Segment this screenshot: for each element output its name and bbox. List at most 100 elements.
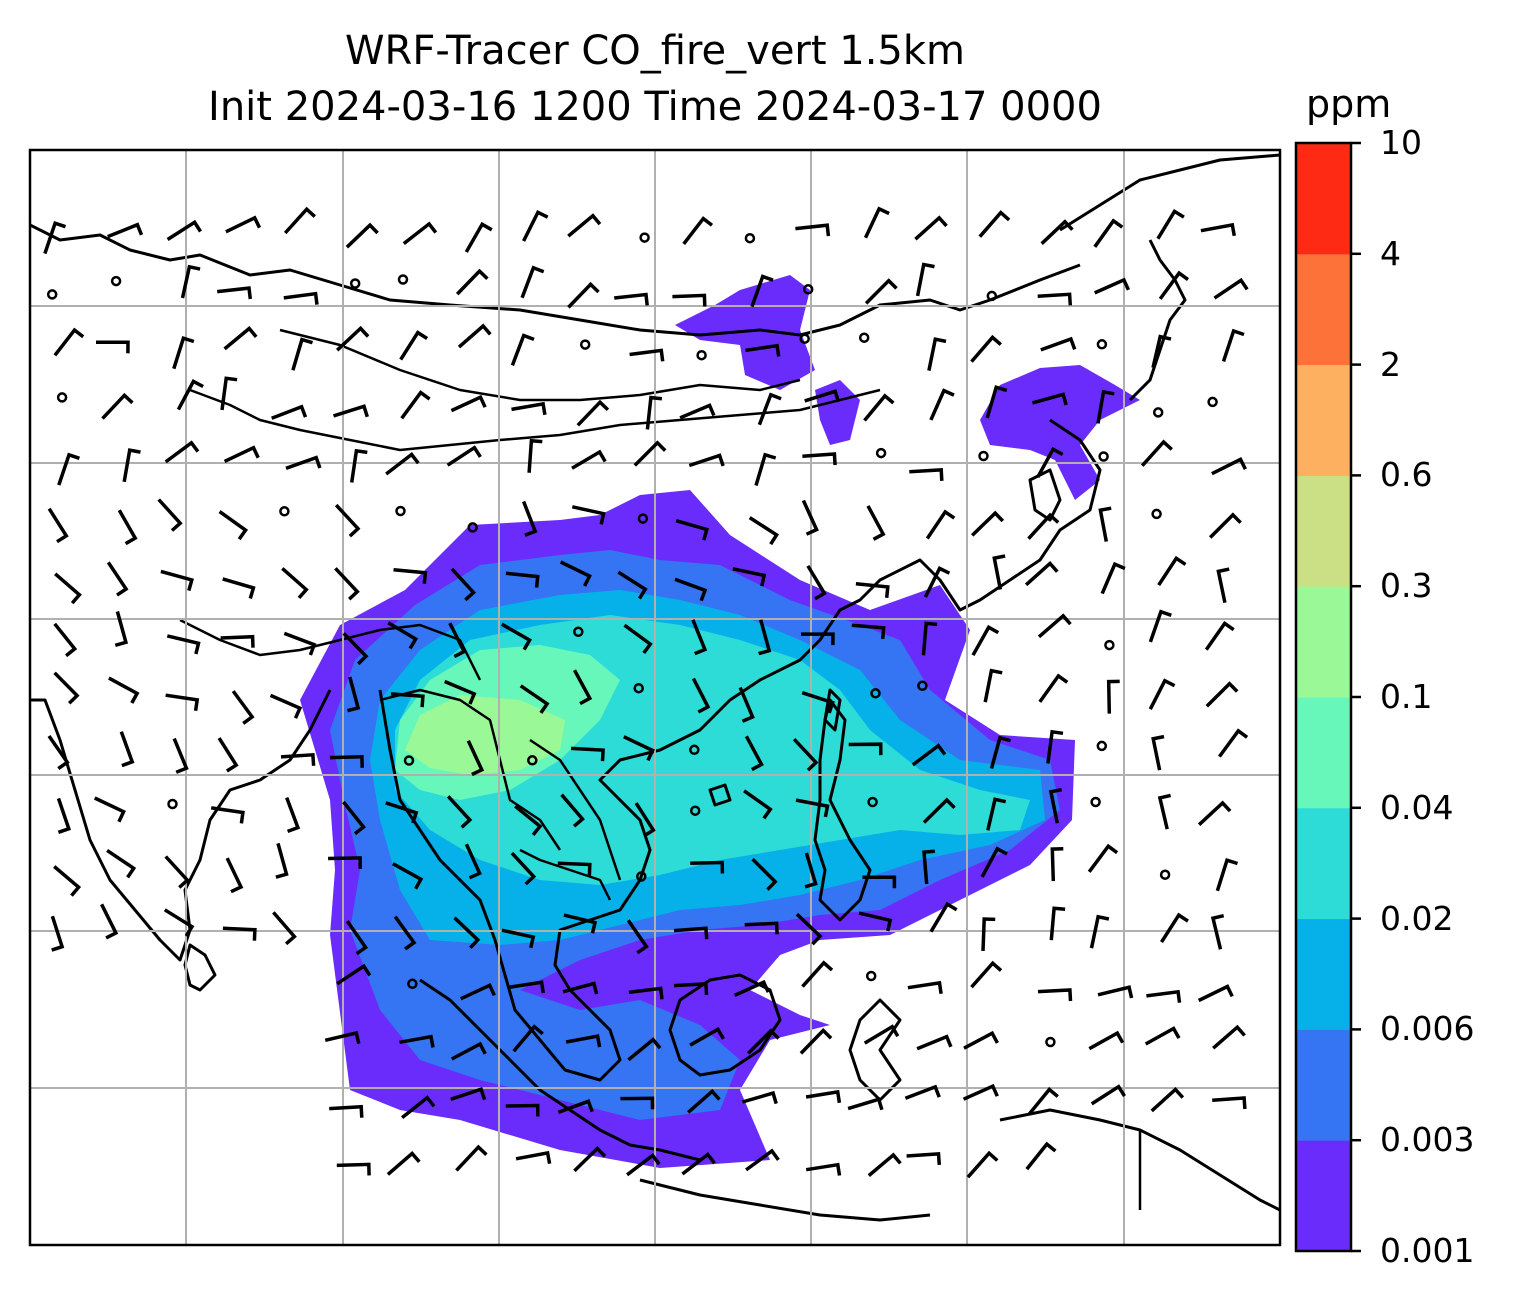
border-thailand-cambodia bbox=[519, 848, 612, 901]
map-frame bbox=[28, 148, 1282, 1247]
wind-barb bbox=[626, 919, 649, 955]
wind-barb bbox=[966, 1150, 999, 1179]
wind-barb bbox=[172, 336, 195, 370]
wind-barb bbox=[1200, 222, 1237, 237]
wind-barb bbox=[986, 797, 1007, 831]
colorbar-band bbox=[1296, 253, 1351, 366]
wind-barb bbox=[329, 1104, 364, 1118]
wind-barb bbox=[222, 577, 256, 599]
wind-barb bbox=[1025, 1141, 1057, 1171]
wind-barb bbox=[970, 334, 1002, 363]
wind-barb bbox=[681, 1152, 716, 1176]
wind-barb bbox=[217, 737, 239, 773]
calm-wind-marker bbox=[1090, 796, 1101, 808]
wind-barb bbox=[1100, 561, 1126, 595]
wind-barb bbox=[1157, 555, 1187, 587]
calm-wind-marker bbox=[917, 680, 928, 692]
wind-barb bbox=[514, 804, 543, 836]
wind-barb bbox=[336, 325, 370, 352]
wind-barb bbox=[1050, 846, 1064, 882]
wind-barb bbox=[1204, 620, 1235, 651]
calm-wind-marker bbox=[1096, 740, 1108, 752]
wind-barb bbox=[1157, 793, 1171, 830]
wind-barb bbox=[164, 440, 200, 464]
wind-barb bbox=[220, 634, 255, 648]
wind-barb bbox=[101, 392, 134, 420]
wind-barb bbox=[863, 1024, 900, 1045]
wind-barb bbox=[283, 631, 317, 656]
wind-barb bbox=[806, 564, 827, 601]
calm-wind-marker bbox=[799, 333, 810, 344]
wind-barb bbox=[522, 209, 549, 242]
colorbar-band bbox=[1296, 807, 1351, 920]
wind-barb bbox=[801, 499, 819, 536]
wind-barb bbox=[925, 509, 956, 540]
wind-barb bbox=[176, 379, 204, 411]
wind-barb bbox=[114, 611, 129, 647]
wind-barb bbox=[400, 390, 431, 420]
wind-barb bbox=[795, 223, 831, 237]
calm-wind-marker bbox=[573, 626, 584, 638]
calm-wind-marker bbox=[867, 796, 878, 808]
colorbar-band bbox=[1296, 364, 1351, 476]
wind-barb bbox=[1093, 218, 1124, 248]
wind-barb bbox=[444, 679, 477, 705]
wind-barb bbox=[1160, 912, 1189, 944]
wind-barb bbox=[107, 222, 144, 239]
wind-barb bbox=[627, 1037, 662, 1062]
wind-barb bbox=[1151, 734, 1165, 771]
wind-barb bbox=[453, 916, 481, 949]
wind-barb bbox=[399, 330, 429, 361]
colorbar-tick-label: 0.3 bbox=[1380, 566, 1433, 606]
coastline-west bbox=[30, 223, 1081, 337]
wind-barb bbox=[122, 448, 141, 483]
wind-barb bbox=[1216, 567, 1230, 604]
wind-barb bbox=[1088, 1030, 1125, 1051]
wind-barb bbox=[557, 1099, 594, 1114]
wind-barb bbox=[741, 1090, 778, 1105]
colorbar-tick-label: 4 bbox=[1380, 233, 1401, 273]
wind-barb bbox=[981, 917, 996, 951]
wind-barb bbox=[799, 1028, 833, 1055]
calm-wind-marker bbox=[1159, 869, 1171, 880]
wind-barb bbox=[336, 1162, 371, 1176]
wind-barb bbox=[1210, 913, 1225, 950]
coastline-taiwan bbox=[823, 688, 842, 732]
wind-barb bbox=[385, 452, 420, 476]
wind-barb bbox=[336, 963, 372, 986]
wind-barb bbox=[751, 857, 778, 891]
wind-barb bbox=[271, 404, 308, 420]
wind-barb bbox=[231, 690, 255, 725]
wind-barb bbox=[521, 500, 538, 537]
wind-barb bbox=[1037, 988, 1073, 1002]
calm-wind-marker bbox=[1096, 339, 1108, 350]
calm-wind-marker bbox=[1152, 407, 1164, 418]
wind-barb bbox=[754, 452, 777, 486]
calm-wind-marker bbox=[527, 755, 538, 766]
wind-barb bbox=[275, 842, 289, 879]
coastline-japan bbox=[1128, 239, 1187, 402]
wind-barb bbox=[673, 982, 709, 995]
wind-barb bbox=[1040, 336, 1077, 352]
wind-barb bbox=[166, 634, 201, 655]
coastline-philippines bbox=[813, 698, 872, 922]
wind-barb bbox=[620, 1096, 655, 1110]
wind-barb bbox=[328, 856, 362, 869]
wind-barb bbox=[342, 800, 366, 836]
wind-barb bbox=[285, 796, 301, 834]
wind-barb bbox=[572, 669, 593, 706]
wind-barb bbox=[983, 668, 1003, 703]
wind-barb bbox=[225, 215, 262, 234]
wind-barb bbox=[163, 908, 195, 937]
wind-barb bbox=[450, 1041, 487, 1061]
wind-barb bbox=[1215, 858, 1239, 892]
wind-barb bbox=[223, 326, 258, 351]
wind-barb bbox=[563, 913, 598, 934]
wind-barb bbox=[801, 691, 835, 714]
wind-barb bbox=[466, 740, 485, 777]
wind-barb bbox=[795, 798, 830, 818]
wind-barb bbox=[385, 801, 419, 824]
wind-barb bbox=[347, 676, 361, 713]
wind-barb bbox=[863, 206, 890, 239]
wind-barb bbox=[1151, 334, 1172, 369]
